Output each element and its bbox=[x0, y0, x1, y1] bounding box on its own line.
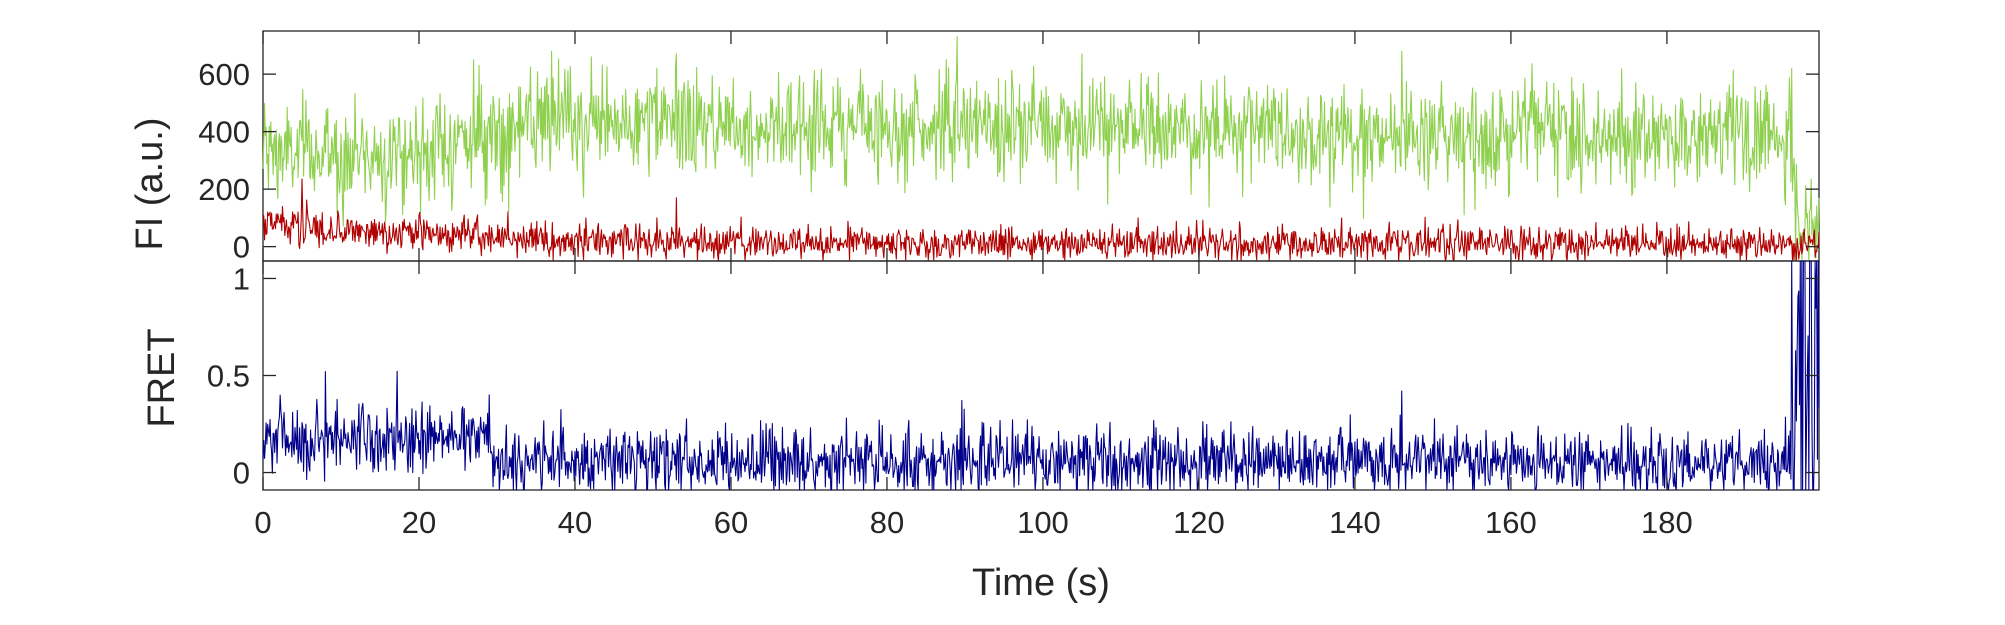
fret-y-axis-label: FRET bbox=[141, 328, 183, 427]
fret-series-group bbox=[262, 260, 1820, 491]
fluorescence-y-tick-label: 200 bbox=[198, 172, 250, 207]
x-tick-label: 80 bbox=[870, 505, 904, 540]
fluorescence-y-tick-label: 600 bbox=[198, 57, 250, 92]
x-tick-label: 140 bbox=[1329, 505, 1381, 540]
time-x-axis-label: Time (s) bbox=[972, 562, 1110, 604]
x-tick-label: 0 bbox=[254, 505, 271, 540]
fluorescence-series-group bbox=[262, 31, 1820, 262]
time-x-ticks: 0 20 40 60 80 100 120 140 160 180 bbox=[254, 261, 1693, 540]
fluorescence-trace-1 bbox=[262, 36, 1820, 262]
x-tick-label: 20 bbox=[402, 505, 436, 540]
fluorescence-y-tick-label: 400 bbox=[198, 115, 250, 150]
fret-y-tick-label: 0.5 bbox=[207, 359, 250, 394]
x-tick-label: 100 bbox=[1017, 505, 1069, 540]
fluorescence-y-ticks: 0 200 400 600 bbox=[198, 57, 1819, 265]
fluorescence-y-tick-label: 0 bbox=[233, 230, 250, 265]
fluorescence-panel: 0 200 400 600 FI (a.u.) bbox=[129, 30, 1820, 265]
fluorescence-trace-2 bbox=[262, 178, 1820, 262]
fret-y-ticks: 00.51 bbox=[207, 261, 1819, 491]
x-tick-label: 180 bbox=[1641, 505, 1693, 540]
fret-trace-1 bbox=[262, 260, 1820, 491]
x-tick-label: 40 bbox=[558, 505, 592, 540]
x-tick-label: 60 bbox=[714, 505, 748, 540]
fluorescence-y-axis-label: FI (a.u.) bbox=[129, 117, 171, 250]
fret-panel: 00.51 0 20 40 60 80 100 120 140 160 180 FRET Time… bbox=[141, 260, 1820, 604]
x-tick-label: 160 bbox=[1485, 505, 1537, 540]
x-tick-label: 120 bbox=[1173, 505, 1225, 540]
fret-y-tick-label: 1 bbox=[233, 261, 250, 296]
fret-y-tick-label: 0 bbox=[233, 456, 250, 491]
